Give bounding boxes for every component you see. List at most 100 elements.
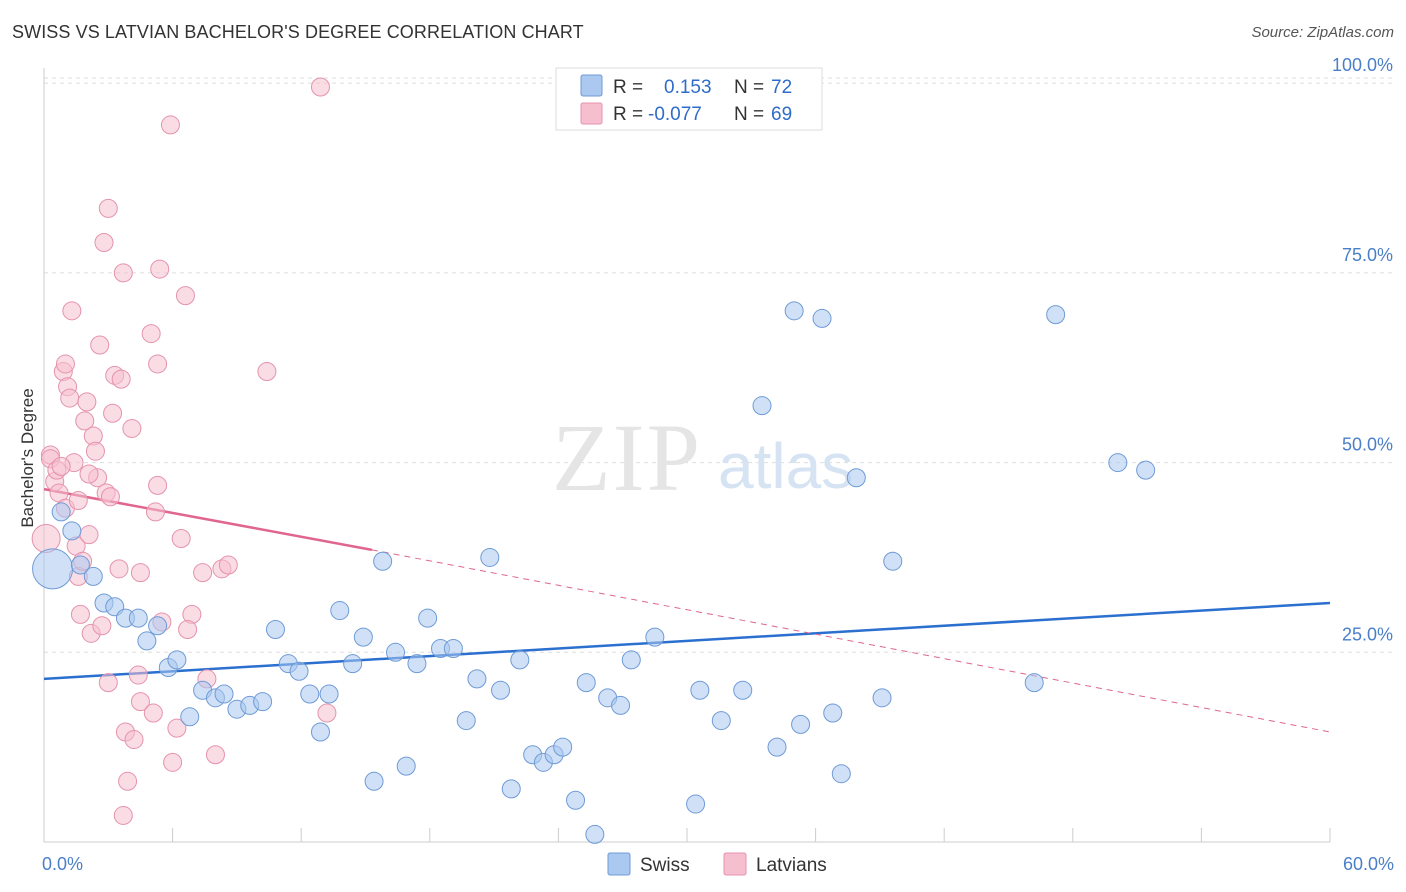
latvians-point xyxy=(109,559,129,579)
latvians-point xyxy=(148,475,168,495)
swiss-point xyxy=(364,771,384,791)
latvians-point xyxy=(122,418,142,438)
latvians-point xyxy=(171,528,191,548)
swiss-point xyxy=(467,669,487,689)
latvians-point xyxy=(98,198,118,218)
latvians-point xyxy=(118,771,138,791)
latvians-point xyxy=(167,718,187,738)
swiss-point xyxy=(319,684,339,704)
latvians-point xyxy=(94,233,114,253)
swiss-point xyxy=(148,616,168,636)
swiss-point xyxy=(1136,460,1156,480)
swiss-point xyxy=(253,692,273,712)
latvians-point xyxy=(310,77,330,97)
latvians-points xyxy=(31,77,337,825)
bottom-legend-swatch-latvians xyxy=(723,852,747,876)
swiss-point xyxy=(167,650,187,670)
swiss-point xyxy=(443,639,463,658)
legend-r-label-latvians: R = xyxy=(613,104,643,125)
latvians-point xyxy=(75,411,95,431)
swiss-point xyxy=(51,502,71,522)
swiss-point xyxy=(407,654,427,674)
latvians-point xyxy=(128,665,148,685)
swiss-point xyxy=(645,627,665,647)
swiss-point xyxy=(456,711,476,731)
latvians-point xyxy=(103,403,123,423)
latvians-point xyxy=(150,259,170,279)
swiss-point xyxy=(872,688,892,708)
latvians-point xyxy=(148,354,168,374)
swiss-point xyxy=(214,684,234,704)
swiss-point xyxy=(752,396,772,416)
bottom-legend-label-latvians: Latvians xyxy=(756,855,827,876)
swiss-point xyxy=(1024,673,1044,693)
swiss-point xyxy=(491,680,511,700)
swiss-points xyxy=(32,301,1156,844)
bottom-legend-label-swiss: Swiss xyxy=(640,855,690,876)
legend-swatch-latvians xyxy=(580,102,603,125)
y-tick-labels: 25.0% 50.0% 75.0% 100.0% xyxy=(1332,55,1393,644)
swiss-point xyxy=(1046,305,1066,325)
latvians-point xyxy=(111,369,131,389)
latvians-point xyxy=(178,620,198,640)
swiss-point xyxy=(289,661,309,681)
swiss-point xyxy=(418,608,438,628)
swiss-point xyxy=(883,551,903,571)
swiss-point xyxy=(32,548,74,590)
legend-n-value-latvians: 69 xyxy=(771,104,792,125)
y-axis-label: Bachelor's Degree xyxy=(18,388,37,527)
swiss-point xyxy=(330,601,350,621)
swiss-point xyxy=(846,468,866,488)
stats-legend: R = 0.153 N = 72 R = -0.077 N = 69 xyxy=(555,67,823,131)
watermark-zip: ZIP xyxy=(552,404,702,511)
latvians-point xyxy=(85,441,105,461)
source-credit: Source: ZipAtlas.com xyxy=(1251,24,1394,41)
latvians-point xyxy=(175,286,195,306)
latvians-point xyxy=(55,354,75,374)
swiss-point xyxy=(831,764,851,784)
latvians-point xyxy=(98,673,118,693)
x-tick-label-max: 60.0% xyxy=(1343,854,1394,874)
grid-lines xyxy=(44,77,1392,653)
swiss-point xyxy=(566,790,586,810)
swiss-point xyxy=(373,551,393,571)
latvians-point xyxy=(193,563,213,583)
swiss-point xyxy=(480,547,500,567)
latvians-point xyxy=(317,703,337,723)
swiss-point xyxy=(510,650,530,670)
chart-title: SWISS VS LATVIAN BACHELOR'S DEGREE CORRE… xyxy=(12,22,584,42)
latvians-trend-line-extension xyxy=(371,549,1331,733)
latvians-point xyxy=(113,263,133,283)
legend-r-value-swiss: 0.153 xyxy=(664,77,712,98)
latvians-point xyxy=(70,604,90,624)
latvians-point xyxy=(77,392,97,412)
watermark-atlas: atlas xyxy=(718,430,853,502)
swiss-point xyxy=(386,642,406,662)
swiss-point xyxy=(576,673,596,693)
swiss-point xyxy=(310,722,330,742)
latvians-point xyxy=(51,456,71,476)
latvians-point xyxy=(205,745,225,765)
swiss-point xyxy=(621,650,641,670)
bottom-legend-swatch-swiss xyxy=(607,852,631,876)
swiss-point xyxy=(686,794,706,814)
latvians-point xyxy=(60,388,80,408)
swiss-point xyxy=(501,779,521,799)
swiss-point xyxy=(353,627,373,647)
legend-n-label-latvians: N = xyxy=(734,104,764,125)
latvians-point xyxy=(79,525,99,545)
latvians-point xyxy=(79,464,99,484)
latvians-point xyxy=(100,487,120,507)
latvians-point xyxy=(141,324,161,344)
latvians-point xyxy=(160,115,180,135)
latvians-point xyxy=(218,555,238,575)
latvians-trend-line xyxy=(43,487,373,552)
latvians-point xyxy=(130,692,150,712)
swiss-point xyxy=(812,308,832,328)
latvians-point xyxy=(145,502,165,522)
series-legend: Swiss Latvians xyxy=(607,852,827,876)
latvians-point xyxy=(31,523,61,553)
swiss-point xyxy=(611,695,631,715)
latvians-point xyxy=(124,730,144,750)
